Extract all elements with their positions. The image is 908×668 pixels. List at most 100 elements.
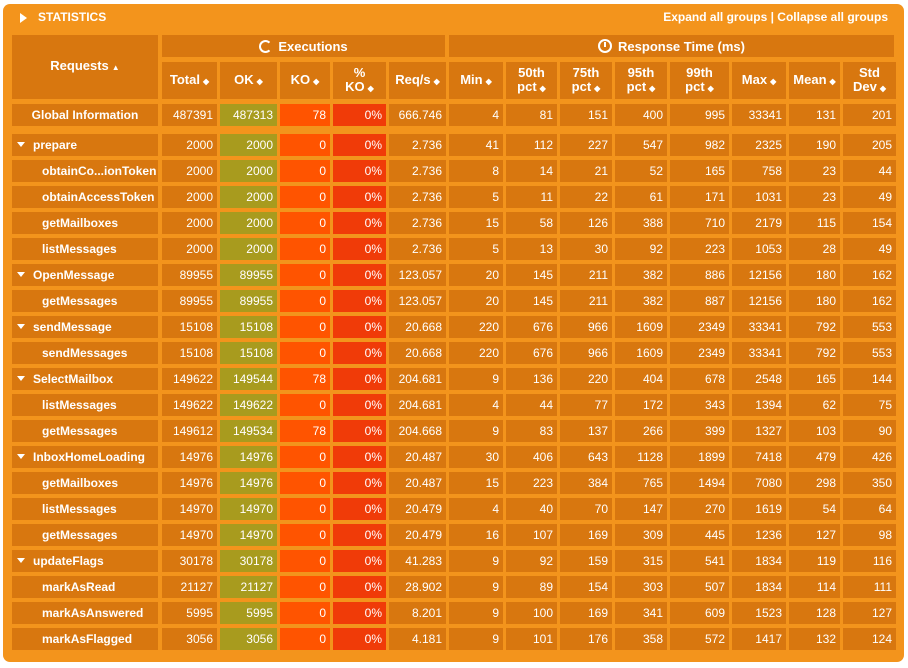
row-min-value: 30	[485, 450, 499, 464]
global-requests-cell[interactable]: Global Information	[12, 104, 158, 126]
row-max-value: 2179	[755, 216, 782, 230]
row-p99-cell: 507	[670, 576, 729, 598]
row-std-dev-cell: 49	[843, 186, 896, 208]
header-p75[interactable]: 75th pct ◆	[560, 62, 612, 99]
row-ko-cell: 0	[280, 628, 330, 650]
row-std-dev-cell: 49	[843, 238, 896, 260]
row-min-value: 220	[478, 346, 499, 360]
row-pct-ko-value: 0%	[364, 294, 382, 308]
row-p95-cell: 1609	[615, 316, 667, 338]
header-ok[interactable]: OK ◆	[220, 62, 277, 99]
row-ko-cell: 0	[280, 524, 330, 546]
refresh-icon	[259, 39, 273, 53]
row-p95-value: 92	[649, 242, 663, 256]
row-requests-cell[interactable]: sendMessage	[12, 316, 158, 338]
header-ko[interactable]: KO ◆	[280, 62, 330, 99]
row-requests-cell[interactable]: sendMessages	[12, 342, 158, 364]
row-requests-cell[interactable]: listMessages	[12, 394, 158, 416]
row-p95-value: 765	[642, 476, 663, 490]
row-pct-ko-cell: 0%	[333, 498, 386, 520]
row-requests-cell[interactable]: getMessages	[12, 420, 158, 442]
row-p50-value: 14	[539, 164, 553, 178]
expand-group-chevron-icon[interactable]	[17, 142, 25, 148]
row-mean-value: 132	[815, 632, 836, 646]
row-max-value: 33341	[748, 346, 782, 360]
expand-group-chevron-icon[interactable]	[17, 454, 25, 460]
row-requests-cell[interactable]: OpenMessage	[12, 264, 158, 286]
row-requests-cell[interactable]: markAsAnswered	[12, 602, 158, 624]
row-pct-ko-cell: 0%	[333, 160, 386, 182]
header-max[interactable]: Max ◆	[732, 62, 786, 99]
collapse-all-groups-link[interactable]: Collapse all groups	[777, 10, 888, 24]
global-std-dev-cell: 201	[843, 104, 896, 126]
header-min[interactable]: Min ◆	[449, 62, 503, 99]
row-p99-value: 982	[704, 138, 725, 152]
global-p75-value: 151	[587, 108, 608, 122]
header-pct-ko[interactable]: % KO ◆	[333, 62, 386, 99]
collapse-panel-icon[interactable]	[20, 13, 27, 23]
row-requests-cell[interactable]: prepare	[12, 134, 158, 156]
sort-icon: ◆	[433, 76, 440, 86]
row-max-cell: 7080	[732, 472, 786, 494]
row-min-value: 15	[485, 216, 499, 230]
row-min-value: 15	[485, 476, 499, 490]
expand-group-chevron-icon[interactable]	[17, 272, 25, 278]
row-p95-cell: 61	[615, 186, 667, 208]
row-p99-value: 223	[704, 242, 725, 256]
row-mean-cell: 114	[789, 576, 840, 598]
row-requests-cell[interactable]: SelectMailbox	[12, 368, 158, 390]
row-total-value: 89955	[179, 268, 213, 282]
row-requests-cell[interactable]: getMailboxes	[12, 472, 158, 494]
header-p50[interactable]: 50th pct ◆	[506, 62, 557, 99]
row-total-cell: 2000	[162, 238, 217, 260]
row-p99-cell: 2349	[670, 342, 729, 364]
row-requests-cell[interactable]: markAsFlagged	[12, 628, 158, 650]
row-ok-cell: 14976	[220, 446, 277, 468]
header-p95[interactable]: 95th pct ◆	[615, 62, 667, 99]
row-ko-value: 0	[319, 190, 326, 204]
row-requests-cell[interactable]: obtainAccessToken	[12, 186, 158, 208]
header-requests[interactable]: Requests ▲	[12, 35, 158, 99]
row-requests-value: InboxHomeLoading	[33, 450, 145, 464]
expand-all-groups-link[interactable]: Expand all groups	[663, 10, 768, 24]
row-p99-value: 165	[704, 164, 725, 178]
header-total[interactable]: Total ◆	[162, 62, 217, 99]
row-ok-value: 3056	[246, 632, 273, 646]
row-min-value: 4	[492, 502, 499, 516]
row-requests-cell[interactable]: listMessages	[12, 498, 158, 520]
row-max-cell: 1523	[732, 602, 786, 624]
header-p99[interactable]: 99th pct ◆	[670, 62, 729, 99]
header-mean[interactable]: Mean ◆	[789, 62, 840, 99]
row-p95-value: 388	[642, 216, 663, 230]
row-requests-value: obtainCo...ionToken	[42, 164, 157, 178]
row-requests-cell[interactable]: updateFlags	[12, 550, 158, 572]
row-requests-cell[interactable]: InboxHomeLoading	[12, 446, 158, 468]
row-requests-cell[interactable]: markAsRead	[12, 576, 158, 598]
row-requests-cell[interactable]: obtainCo...ionToken	[12, 160, 158, 182]
row-p95-value: 1609	[636, 320, 663, 334]
expand-group-chevron-icon[interactable]	[17, 558, 25, 564]
expand-group-chevron-icon[interactable]	[17, 324, 25, 330]
row-requests-cell[interactable]: getMailboxes	[12, 212, 158, 234]
row-req-per-sec-value: 123.057	[398, 268, 442, 282]
row-requests-cell[interactable]: listMessages	[12, 238, 158, 260]
header-req-per-sec[interactable]: Req/s ◆	[389, 62, 446, 99]
row-pct-ko-cell: 0%	[333, 394, 386, 416]
row-total-cell: 149622	[162, 394, 217, 416]
row-min-cell: 5	[449, 186, 503, 208]
row-pct-ko-value: 0%	[364, 242, 382, 256]
row-req-per-sec-value: 20.479	[405, 528, 442, 542]
row-p75-cell: 211	[560, 290, 612, 312]
row-p50-value: 107	[532, 528, 553, 542]
row-requests-cell[interactable]: getMessages	[12, 524, 158, 546]
row-p75-value: 966	[587, 346, 608, 360]
global-req-per-sec-value: 666.746	[398, 108, 442, 122]
row-requests-cell[interactable]: getMessages	[12, 290, 158, 312]
row-pct-ko-cell: 0%	[333, 264, 386, 286]
header-std-dev[interactable]: Std Dev ◆	[843, 62, 896, 99]
row-req-per-sec-cell: 204.668	[389, 420, 446, 442]
row-mean-value: 23	[822, 190, 836, 204]
expand-group-chevron-icon[interactable]	[17, 376, 25, 382]
row-min-cell: 9	[449, 628, 503, 650]
row-req-per-sec-cell: 123.057	[389, 290, 446, 312]
